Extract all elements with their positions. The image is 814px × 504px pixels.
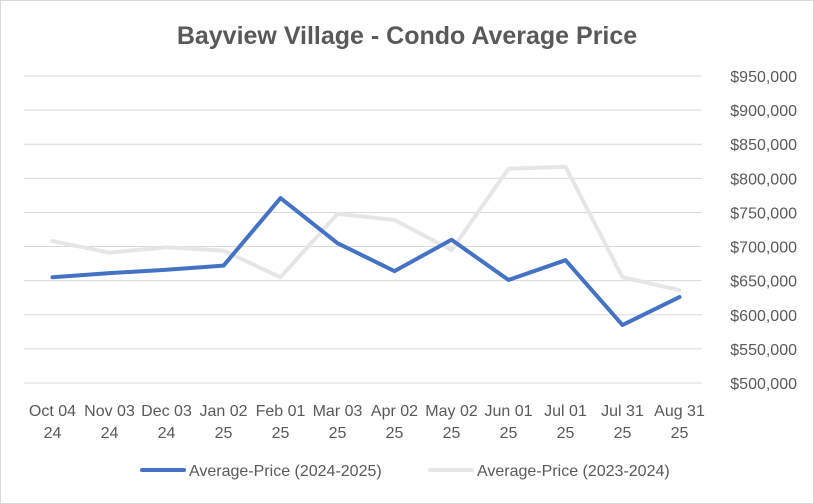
y-tick-label: $700,000 (730, 240, 797, 257)
x-tick-label: May 02 (425, 403, 478, 420)
x-tick-label: 24 (158, 425, 176, 442)
x-tick-label: 25 (500, 425, 518, 442)
y-tick-label: $900,000 (730, 103, 797, 120)
legend-label: Average-Price (2023-2024) (477, 463, 670, 480)
series-line-average-price-2024-2025- (50, 196, 682, 328)
x-tick-label: Dec 03 (141, 403, 192, 420)
x-tick-label: Feb 01 (256, 403, 306, 420)
x-tick-label: Jul 01 (544, 403, 587, 420)
y-tick-label: $500,000 (730, 376, 797, 393)
x-tick-label: 25 (614, 425, 632, 442)
y-tick-label: $600,000 (730, 308, 797, 325)
x-tick-label: 25 (671, 425, 689, 442)
x-tick-label: Nov 03 (84, 403, 135, 420)
x-tick-label: Aug 31 (654, 403, 705, 420)
x-tick-label: 24 (101, 425, 119, 442)
x-tick-label: Mar 03 (313, 403, 363, 420)
x-tick-label: 25 (215, 425, 233, 442)
x-tick-label: 25 (329, 425, 347, 442)
series-line-average-price-2023-2024- (50, 164, 682, 293)
x-tick-label: Jun 01 (484, 403, 532, 420)
x-tick-label: 24 (44, 425, 62, 442)
y-tick-label: $750,000 (730, 205, 797, 222)
x-tick-label: Jul 31 (601, 403, 644, 420)
x-tick-label: 25 (272, 425, 290, 442)
x-tick-label: 25 (386, 425, 404, 442)
chart-title: Bayview Village - Condo Average Price (177, 22, 637, 50)
legend-label: Average-Price (2024-2025) (189, 463, 382, 480)
x-tick-label: 25 (557, 425, 575, 442)
y-tick-label: $950,000 (730, 69, 797, 86)
y-tick-label: $650,000 (730, 274, 797, 291)
x-tick-label: 25 (443, 425, 461, 442)
y-tick-label: $800,000 (730, 171, 797, 188)
x-tick-label: Apr 02 (371, 403, 418, 420)
x-tick-label: Oct 04 (29, 403, 76, 420)
y-tick-label: $550,000 (730, 342, 797, 359)
x-tick-label: Jan 02 (199, 403, 247, 420)
y-tick-label: $850,000 (730, 137, 797, 154)
